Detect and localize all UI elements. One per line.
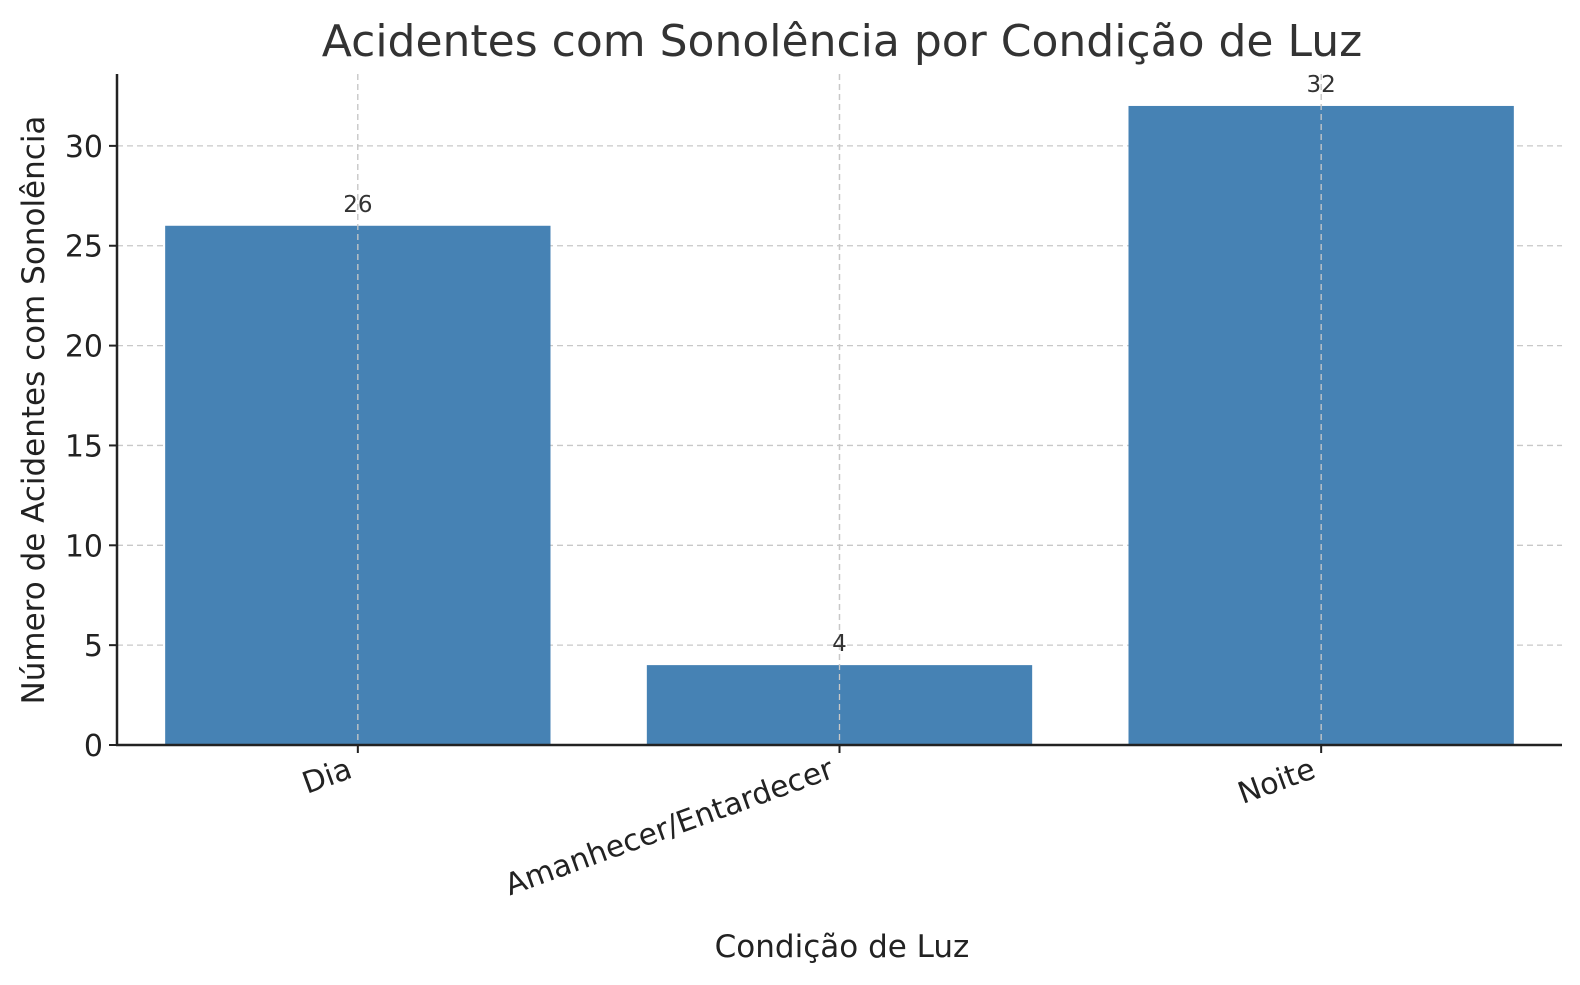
y-tick-label: 20 bbox=[65, 330, 103, 365]
y-axis-label: Número de Acidentes com Sonolência bbox=[16, 116, 52, 705]
x-tick-label: Dia bbox=[298, 752, 357, 802]
data-label: 26 bbox=[343, 192, 372, 218]
y-tick-label: 30 bbox=[65, 130, 103, 165]
x-tick-label: Noite bbox=[1233, 752, 1320, 812]
y-tick-label: 0 bbox=[84, 729, 103, 764]
y-tick-label: 15 bbox=[65, 429, 103, 464]
x-axis-label: Condição de Luz bbox=[715, 929, 970, 965]
chart-title: Acidentes com Sonolência por Condição de… bbox=[322, 16, 1362, 67]
y-tick-label: 5 bbox=[84, 629, 103, 664]
y-tick-label: 25 bbox=[65, 230, 103, 265]
data-label: 32 bbox=[1307, 72, 1336, 98]
data-label: 4 bbox=[832, 631, 847, 657]
data-labels-layer: 26 4 32 bbox=[343, 72, 1336, 657]
y-tick-label: 10 bbox=[65, 529, 103, 564]
x-tick-label: Amanhecer/Entardecer bbox=[500, 751, 838, 903]
bars-layer bbox=[165, 74, 1514, 745]
